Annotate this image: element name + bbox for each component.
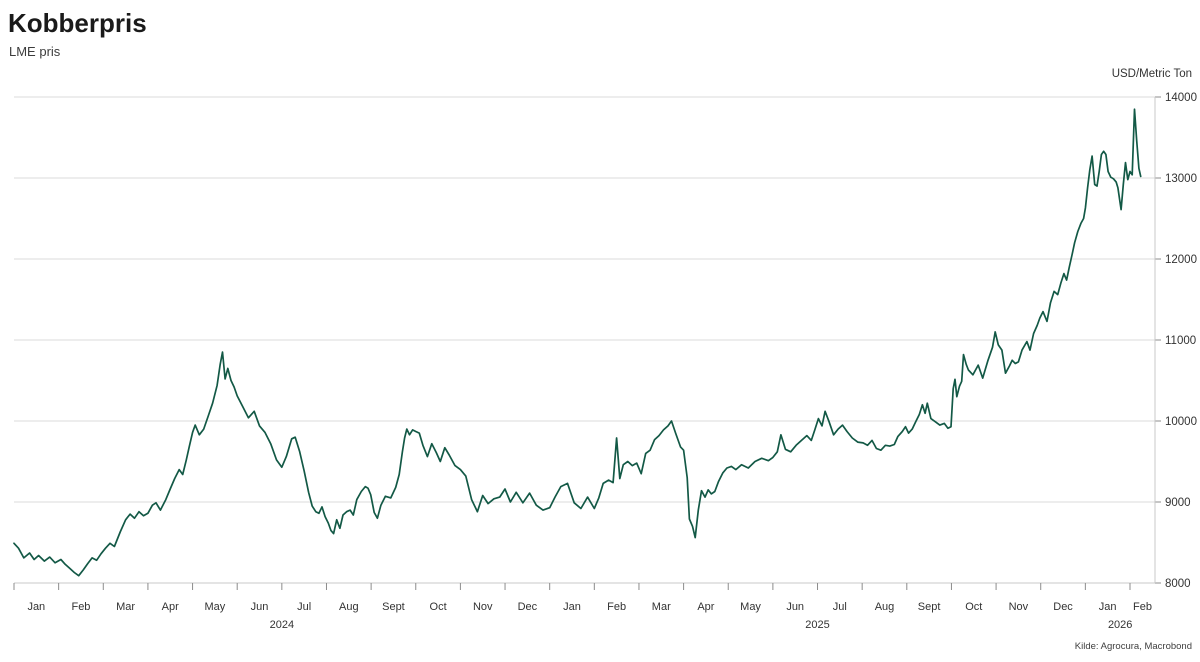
y-axis-unit-label: USD/Metric Ton bbox=[1111, 68, 1192, 80]
chart-subtitle: LME pris bbox=[9, 44, 61, 59]
month-label: Sept bbox=[382, 601, 405, 613]
y-tick-label: 14000 bbox=[1165, 92, 1197, 104]
month-label: Dec bbox=[518, 601, 538, 613]
month-label: Apr bbox=[697, 601, 714, 613]
month-label: Aug bbox=[339, 601, 359, 613]
month-label: Sept bbox=[918, 601, 941, 613]
month-label: Mar bbox=[116, 601, 135, 613]
month-label: Oct bbox=[965, 601, 982, 613]
month-label: Jul bbox=[297, 601, 311, 613]
price-line bbox=[13, 108, 1142, 577]
y-tick-label: 8000 bbox=[1165, 578, 1191, 590]
y-tick-label: 10000 bbox=[1165, 416, 1197, 428]
month-label: May bbox=[740, 601, 761, 613]
month-label: Apr bbox=[162, 601, 179, 613]
month-label: Dec bbox=[1053, 601, 1073, 613]
month-label: Feb bbox=[607, 601, 626, 613]
month-label: Jun bbox=[786, 601, 804, 613]
month-label: Jan bbox=[1099, 601, 1117, 613]
month-label: Feb bbox=[71, 601, 90, 613]
month-label: Mar bbox=[652, 601, 671, 613]
month-label: May bbox=[204, 601, 225, 613]
month-label: Jul bbox=[833, 601, 847, 613]
source-credit: Kilde: Agrocura, Macrobond bbox=[1074, 641, 1192, 652]
month-label: Aug bbox=[875, 601, 895, 613]
month-label: Jun bbox=[251, 601, 269, 613]
month-label: Feb bbox=[1133, 601, 1152, 613]
y-tick-label: 13000 bbox=[1165, 173, 1197, 185]
chart-title: Kobberpris bbox=[8, 8, 147, 38]
year-label: 2024 bbox=[270, 619, 294, 631]
month-label: Jan bbox=[563, 601, 581, 613]
y-tick-label: 12000 bbox=[1165, 254, 1197, 266]
y-tick-label: 11000 bbox=[1165, 335, 1196, 347]
year-label: 2025 bbox=[805, 619, 829, 631]
y-tick-label: 9000 bbox=[1165, 497, 1191, 509]
month-label: Nov bbox=[1009, 601, 1029, 613]
year-label: 2026 bbox=[1108, 619, 1132, 631]
month-label: Nov bbox=[473, 601, 493, 613]
month-label: Jan bbox=[27, 601, 45, 613]
month-label: Oct bbox=[430, 601, 447, 613]
